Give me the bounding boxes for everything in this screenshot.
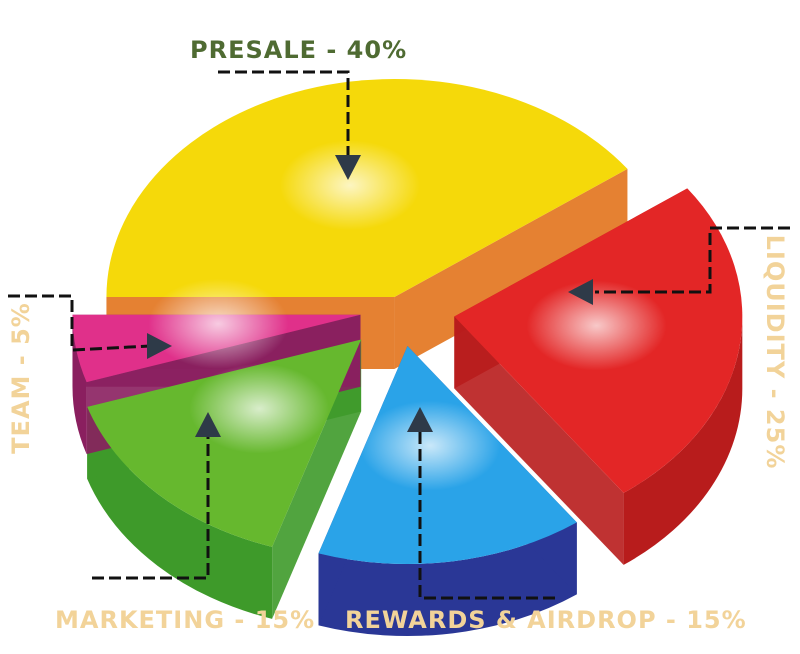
arrow-icon-rewards-airdrop <box>407 407 433 432</box>
leader-line-liquidity <box>595 226 790 294</box>
arrow-icon-team <box>147 333 172 359</box>
leader-line-marketing <box>92 437 210 580</box>
arrow-icon-marketing <box>195 412 221 437</box>
label-team: TEAM - 5% <box>7 302 35 454</box>
slice-side-rewards-airdrop <box>318 522 577 637</box>
slice-side-liquidity <box>623 316 743 565</box>
slice-highlight-team <box>148 278 289 369</box>
slice-tops <box>72 78 743 565</box>
slice-highlight-liquidity <box>526 280 667 371</box>
leader-line-rewards-airdrop <box>418 432 555 600</box>
label-marketing: MARKETING - 15% <box>55 606 316 634</box>
leader-line-team <box>8 294 151 352</box>
slice-cut-presale-1 <box>394 168 628 369</box>
slice-side-marketing <box>87 406 273 619</box>
slice-highlight-presale <box>279 140 420 231</box>
slice-highlight-marketing <box>189 363 330 454</box>
label-rewards-airdrop: REWARDS & AIRDROP - 15% <box>345 606 747 634</box>
slice-cut-liquidity-1 <box>454 316 624 565</box>
leader-line-presale <box>218 70 350 160</box>
label-presale: PRESALE - 40% <box>190 36 408 64</box>
arrow-icon-liquidity <box>568 279 593 305</box>
label-liquidity: LIQUIDITY - 25% <box>761 234 789 470</box>
leader-lines <box>8 70 790 600</box>
arrow-icon-presale <box>335 155 361 180</box>
slice-highlight-rewards-airdrop <box>360 400 501 491</box>
